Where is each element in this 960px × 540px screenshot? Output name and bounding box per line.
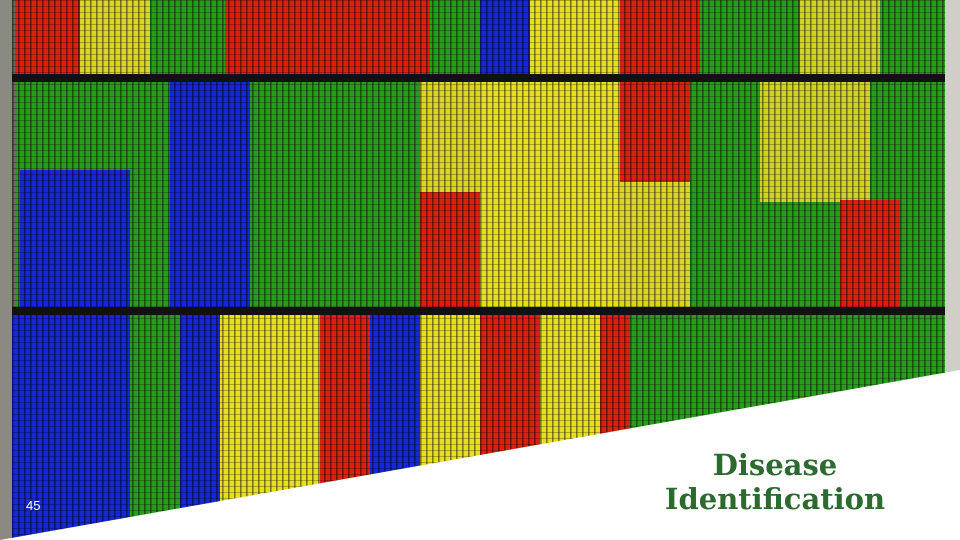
slide-number: 45 [26,498,41,513]
slide-title: Disease Identification [664,448,886,516]
